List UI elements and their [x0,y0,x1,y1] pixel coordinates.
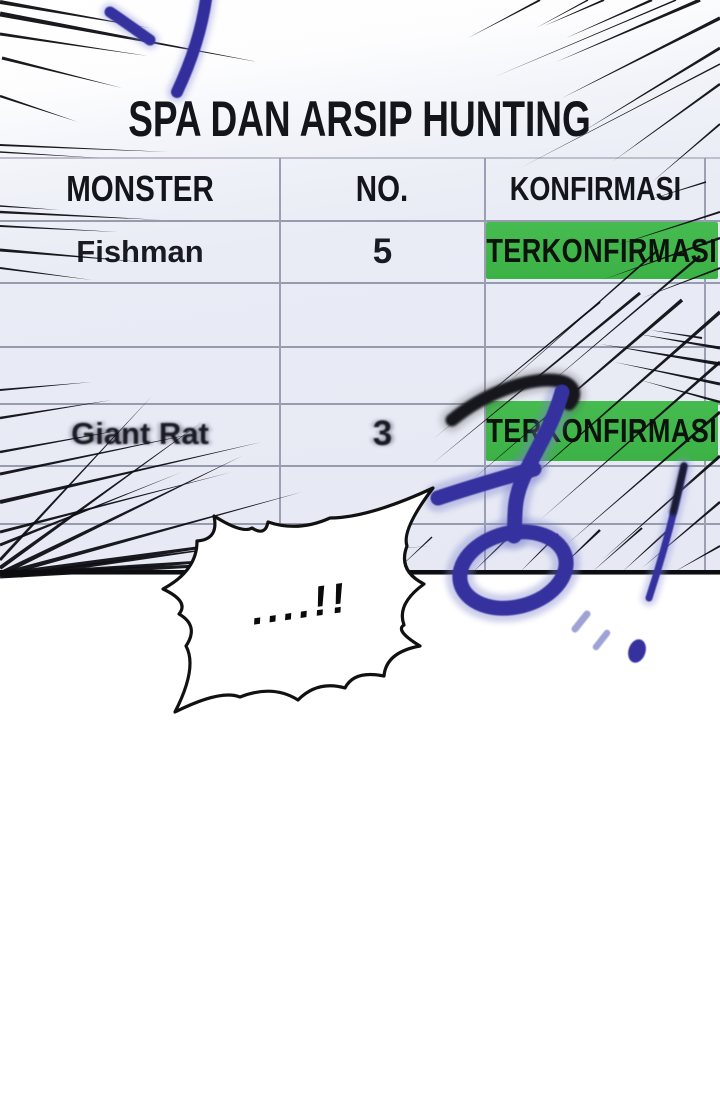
panel-title-text: SPA DAN ARSIP HUNTING [128,91,592,147]
monster-name-cell: Fishman [76,233,204,269]
monster-name-cell: Giant Rat [71,416,209,451]
table-grid-line [0,346,720,348]
status-badge-confirmed: TERKONFIRMASI [486,222,718,279]
table-grid-line [0,403,720,405]
header-cell-no: NO. [356,168,409,209]
table-grid-line [0,157,720,159]
comic-panel: SPA DAN ARSIP HUNTING MONSTER NO. KONFIR… [0,0,720,575]
table-grid-line [0,220,720,222]
header-cell-konfirmasi: KONFIRMASI [509,170,681,207]
table-grid-line [484,158,486,573]
panel-title: SPA DAN ARSIP HUNTING [0,88,720,150]
monster-count-cell: 5 [372,231,393,271]
table-grid-line [0,523,720,525]
status-badge-confirmed: TERKONFIRMASI [486,401,718,461]
header-cell-monster: MONSTER [66,168,214,209]
monster-count-cell: 3 [372,414,393,453]
table-grid-line [279,158,281,573]
table-grid-line [0,282,720,284]
table-grid-line [0,465,720,467]
table-grid-line [704,158,706,573]
